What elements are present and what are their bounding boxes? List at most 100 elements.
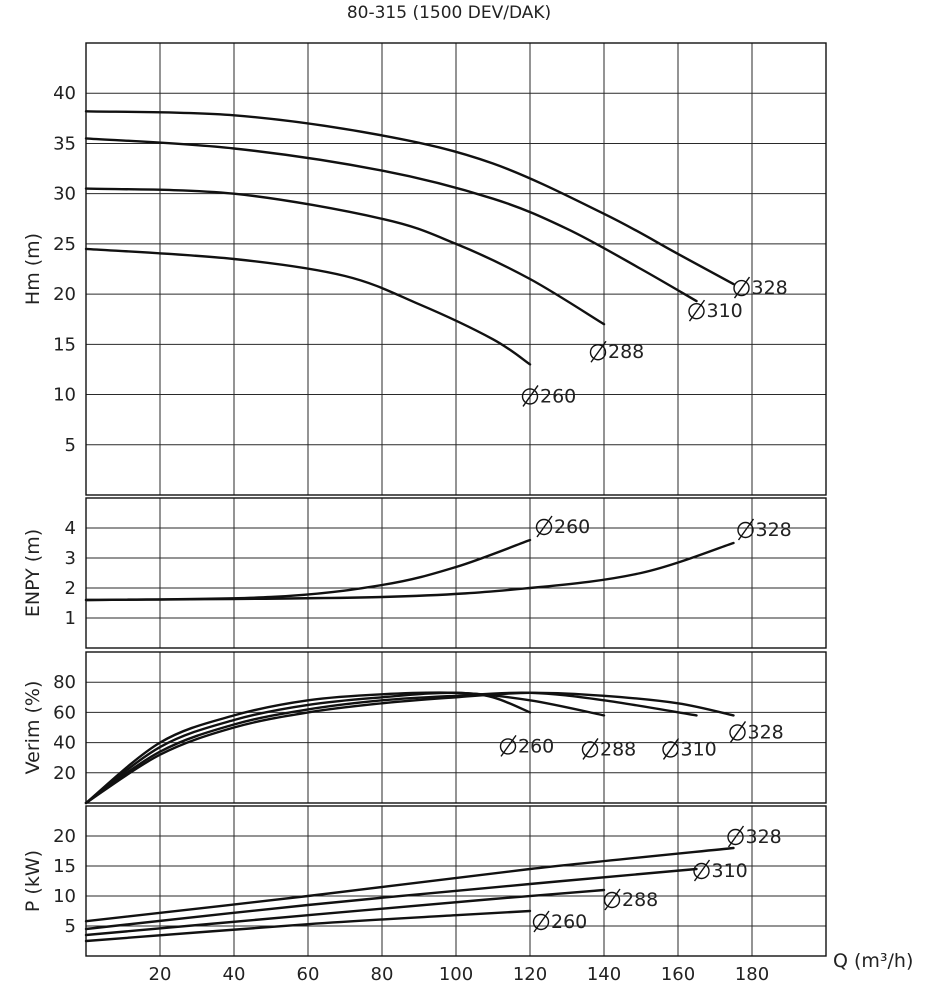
power-curve-label-328: 328: [727, 825, 782, 848]
x-tick-label: 80: [371, 964, 394, 985]
diameter-slash: [733, 276, 751, 299]
curve-label-text: 260: [551, 911, 587, 933]
head-curve-260: [84, 247, 532, 366]
curve-label-text: 328: [752, 277, 788, 299]
npsh-y-axis-label: ENPY (m): [22, 529, 44, 617]
curve-layer: [84, 110, 735, 943]
power-curve-label-310: 310: [693, 859, 748, 882]
diameter-icon: [589, 344, 607, 361]
head-curve-label-328: 328: [733, 276, 788, 299]
diameter-slash: [522, 385, 539, 407]
curve-label-text: 288: [622, 889, 658, 911]
diameter-slash: [500, 734, 517, 757]
head-curve-328: [84, 110, 735, 286]
npsh-ytick-label: 4: [65, 518, 76, 539]
head-ytick-label: 15: [53, 334, 76, 355]
diameter-slash: [688, 299, 706, 322]
label-layer: 328 310 288 260 260 328 260 288 310 328 328 310 288 2…: [499, 276, 792, 933]
curve-label-text: 260: [554, 516, 590, 538]
diameter-icon: [693, 862, 710, 880]
diameter-slash: [662, 738, 680, 760]
head-ytick-label: 5: [65, 435, 76, 456]
npsh-panel-frame: [85, 497, 827, 649]
x-tick-label: 120: [513, 964, 547, 985]
x-tick-label: 100: [439, 964, 473, 985]
power-ytick-label: 20: [53, 826, 76, 847]
diameter-slash: [604, 888, 621, 911]
npsh-ytick-label: 1: [65, 608, 76, 629]
head-ytick-label: 25: [53, 234, 76, 255]
panel-frames: [85, 42, 827, 957]
efficiency-curve-label-328: 328: [729, 721, 784, 743]
diameter-slash: [590, 340, 607, 363]
diameter-slash: [533, 910, 550, 933]
head-curve-288: [84, 187, 606, 326]
power-curve-310: [84, 867, 698, 931]
efficiency-y-axis-label: Verim (%): [22, 681, 44, 775]
efficiency-ytick-label: 60: [53, 702, 76, 723]
grid-layer: [86, 43, 826, 956]
power-ytick-label: 5: [65, 916, 76, 937]
head-curve-label-288: 288: [589, 340, 644, 363]
diameter-slash: [693, 859, 711, 882]
curve-label-text: 310: [681, 738, 717, 760]
efficiency-curve-label-310: 310: [662, 738, 717, 760]
x-tick-label: 20: [149, 964, 172, 985]
diameter-slash: [536, 515, 553, 538]
diameter-slash: [582, 738, 599, 760]
npsh-ytick-label: 3: [65, 548, 76, 569]
power-ytick-label: 10: [53, 886, 76, 907]
curve-label-text: 328: [748, 721, 784, 743]
diameter-slash: [727, 825, 745, 848]
power-panel-frame: [85, 805, 827, 957]
curve-label-text: 328: [746, 826, 782, 848]
efficiency-panel-frame: [85, 651, 827, 804]
head-curve-label-310: 310: [688, 299, 743, 322]
x-axis-label: Q (m³/h): [833, 950, 913, 972]
diameter-slash: [737, 518, 755, 541]
chart-title: 80-315 (1500 DEV/DAK): [347, 3, 551, 23]
power-curve-label-260: 260: [532, 910, 587, 933]
efficiency-ytick-label: 20: [53, 763, 76, 784]
efficiency-ytick-label: 80: [53, 672, 76, 693]
efficiency-curve-328: [84, 691, 735, 805]
head-panel-frame: [85, 42, 827, 496]
x-tick-label: 180: [735, 964, 769, 985]
curve-label-text: 310: [707, 300, 743, 322]
diameter-icon: [729, 724, 746, 741]
curve-label-text: 260: [518, 735, 554, 757]
npsh-curve-label-260: 260: [535, 515, 590, 538]
diameter-icon: [521, 388, 539, 405]
efficiency-curve-310: [84, 691, 698, 805]
npsh-curve-label-328: 328: [737, 518, 792, 541]
efficiency-ytick-label: 40: [53, 733, 76, 754]
diameter-icon: [688, 302, 705, 320]
x-tick-label: 160: [661, 964, 695, 985]
curve-label-text: 288: [608, 341, 644, 363]
power-y-axis-label: P (kW): [22, 850, 44, 912]
diameter-slash: [729, 721, 747, 743]
efficiency-curve-label-260: 260: [499, 734, 554, 757]
head-ytick-label: 40: [53, 83, 76, 104]
diameter-icon: [662, 741, 679, 758]
diameter-icon: [532, 913, 550, 931]
diameter-icon: [733, 279, 750, 297]
head-curve-310: [84, 137, 698, 303]
diameter-icon: [535, 518, 553, 536]
diameter-icon: [581, 741, 599, 758]
x-tick-label: 140: [587, 964, 621, 985]
head-ytick-label: 10: [53, 385, 76, 406]
power-curve-288: [84, 888, 606, 937]
head-curve-label-260: 260: [521, 385, 576, 407]
npsh-curve-328: [84, 541, 735, 602]
power-curve-260: [84, 909, 532, 943]
x-tick-label: 60: [297, 964, 320, 985]
x-axis: 5 10 15 20 25 30 35 40 Hm (m) 1 2 3 4 ENPY (m) 20 40 60 8…: [22, 83, 769, 985]
diameter-icon: [603, 891, 621, 909]
power-curve-label-288: 288: [603, 888, 658, 911]
curve-label-text: 310: [712, 860, 748, 882]
curve-label-text: 260: [540, 385, 576, 407]
efficiency-curve-label-288: 288: [581, 738, 636, 760]
power-ytick-label: 15: [53, 856, 76, 877]
